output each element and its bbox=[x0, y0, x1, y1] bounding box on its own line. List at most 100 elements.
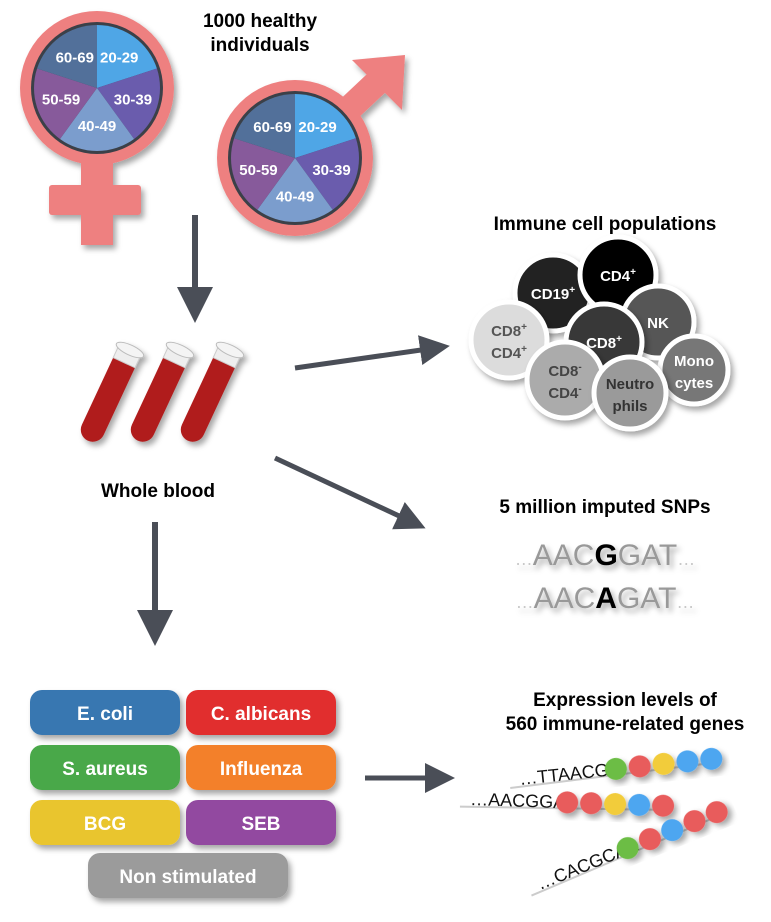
cell-label: Neutro bbox=[606, 376, 654, 393]
pie-slice-40-49 bbox=[257, 158, 333, 223]
cell-label-sup: + bbox=[569, 285, 575, 296]
age-label: 20-29 bbox=[298, 119, 336, 136]
snp-sequence: …AACAGAT… bbox=[516, 582, 695, 615]
cell-label: CD4 bbox=[600, 268, 631, 285]
expression-bead bbox=[683, 810, 706, 833]
snp-allele: G bbox=[594, 539, 617, 572]
age-label: 50-59 bbox=[42, 92, 80, 109]
pie-slice-30-39 bbox=[295, 138, 359, 210]
svg-text:cytes: cytes bbox=[675, 375, 713, 392]
pie-slice-40-49 bbox=[59, 88, 135, 151]
stimulus-e-coli: E. coli bbox=[30, 690, 180, 735]
gene-expression-sequences: …TTAACGG…AACGGAT…CACGCAA bbox=[459, 747, 728, 897]
pie-slice-20-29 bbox=[97, 25, 157, 88]
snps-title: 5 million imputed SNPs bbox=[499, 497, 710, 518]
expression-bead bbox=[616, 837, 639, 860]
svg-text:BCG: BCG bbox=[84, 814, 126, 835]
whole-blood-label: Whole blood bbox=[101, 481, 215, 502]
pie-slice-20-29 bbox=[295, 94, 356, 158]
pie-slice-60-69 bbox=[234, 94, 295, 158]
blood-tubes-icon bbox=[80, 341, 245, 442]
svg-text:E. coli: E. coli bbox=[77, 704, 133, 725]
age-label: 60-69 bbox=[253, 119, 291, 136]
cell-label: CD8 bbox=[586, 335, 616, 352]
cell-label: CD8 bbox=[491, 323, 521, 340]
stimulus-c-albicans: C. albicans bbox=[186, 690, 336, 735]
stimulus-seb: SEB bbox=[186, 800, 336, 845]
age-label: 20-29 bbox=[100, 49, 138, 66]
svg-text:Non stimulated: Non stimulated bbox=[119, 867, 256, 888]
stimuli-grid: E. coli C. albicans S. aureus Influenza BCG S… bbox=[30, 690, 336, 898]
immune-title: Immune cell populations bbox=[494, 214, 717, 235]
age-label: 50-59 bbox=[239, 162, 277, 179]
svg-text:C. albicans: C. albicans bbox=[211, 704, 311, 725]
snp-sequence: …AACGGAT… bbox=[515, 539, 695, 572]
svg-text:Neutro: Neutro bbox=[606, 376, 654, 393]
cell-label: NK bbox=[647, 315, 669, 332]
cell-label-sup: - bbox=[578, 362, 581, 373]
pie-slice-50-59 bbox=[231, 138, 295, 210]
expression-bead bbox=[628, 793, 651, 816]
svg-text:phils: phils bbox=[612, 398, 647, 415]
age-label: 60-69 bbox=[56, 49, 94, 66]
immune-cell: Neutro phils bbox=[591, 354, 669, 432]
snp-allele: A bbox=[595, 582, 617, 615]
svg-text:CD8-: CD8- bbox=[548, 362, 581, 380]
population-title-line1: 1000 healthy bbox=[203, 11, 317, 32]
expression-bead bbox=[604, 793, 627, 816]
cell-label: phils bbox=[612, 398, 647, 415]
cell-label: CD4 bbox=[491, 345, 522, 362]
cell-label: CD8 bbox=[548, 363, 578, 380]
cell-label-sup: + bbox=[521, 344, 527, 355]
age-label: 30-39 bbox=[114, 92, 152, 109]
svg-text:CD8+: CD8+ bbox=[491, 322, 527, 340]
expression-bead bbox=[580, 792, 603, 815]
male-age-pie: 20-29 30-39 40-49 50-59 60-69 bbox=[228, 91, 362, 225]
cell-label-sup: + bbox=[630, 267, 636, 278]
expression-bead bbox=[652, 794, 675, 817]
expression-bead bbox=[705, 801, 728, 824]
svg-text:CD4+: CD4+ bbox=[600, 267, 636, 285]
snp-sequences: …AACGGAT… …AACAGAT… bbox=[515, 539, 695, 615]
expression-bead bbox=[652, 752, 675, 775]
cell-label: cytes bbox=[675, 375, 713, 392]
female-age-pie: 20-29 30-39 40-49 50-59 60-69 bbox=[31, 22, 163, 154]
expression-title-line1: Expression levels of bbox=[533, 690, 717, 711]
immune-cell: Mono cytes bbox=[657, 333, 731, 407]
stimulus-bcg: BCG bbox=[30, 800, 180, 845]
gene-sequence: …CACGCAA bbox=[531, 801, 728, 897]
age-label: 30-39 bbox=[312, 162, 350, 179]
cell-label: CD19 bbox=[531, 286, 569, 303]
svg-text:SEB: SEB bbox=[241, 814, 280, 835]
svg-text:CD4-: CD4- bbox=[548, 384, 581, 402]
gene-sequence: …AACGGAT bbox=[459, 789, 675, 817]
age-label: 40-49 bbox=[78, 118, 116, 135]
gene-sequence: …TTAACGG bbox=[510, 747, 723, 790]
arrow-to-immune-cells bbox=[294, 335, 450, 371]
expression-bead bbox=[661, 819, 684, 842]
expression-bead bbox=[676, 750, 699, 773]
expression-bead bbox=[638, 828, 661, 851]
svg-text:CD19+: CD19+ bbox=[531, 285, 575, 303]
svg-text:Influenza: Influenza bbox=[220, 759, 303, 780]
expression-bead bbox=[700, 747, 723, 770]
svg-text:CD4+: CD4+ bbox=[491, 344, 527, 362]
expression-bead bbox=[604, 757, 627, 780]
svg-text:Mono: Mono bbox=[674, 353, 714, 370]
pie-slice-50-59 bbox=[34, 68, 97, 139]
stimulus-non-stimulated: Non stimulated bbox=[88, 853, 288, 898]
arrow-to-snps bbox=[273, 455, 426, 530]
cell-label-sup: + bbox=[521, 322, 527, 333]
cell-label-sup: + bbox=[616, 334, 622, 345]
cell-label: CD4 bbox=[548, 385, 579, 402]
pie-slice-60-69 bbox=[37, 25, 97, 88]
population-title-line2: individuals bbox=[210, 35, 309, 56]
expression-bead bbox=[628, 755, 651, 778]
svg-text:…AACGGAT: …AACGGAT bbox=[470, 789, 575, 813]
svg-text:CD8+: CD8+ bbox=[586, 334, 622, 352]
svg-text:NK: NK bbox=[647, 315, 669, 332]
svg-text:S. aureus: S. aureus bbox=[62, 759, 148, 780]
stimulus-s-aureus: S. aureus bbox=[30, 745, 180, 790]
